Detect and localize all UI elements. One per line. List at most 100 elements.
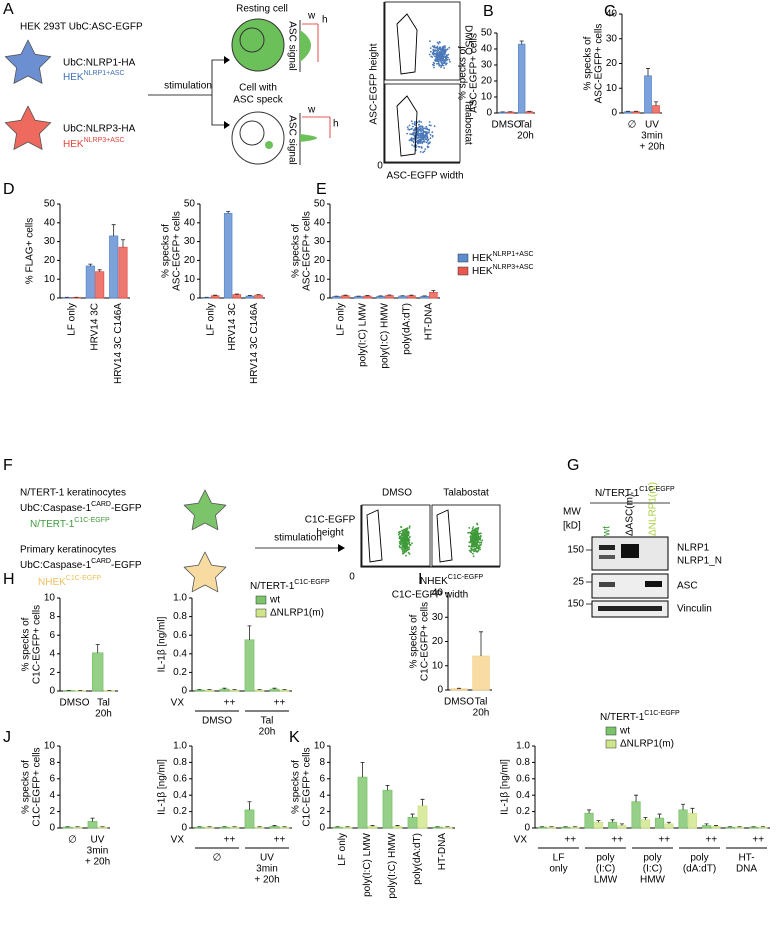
- bar: [341, 295, 350, 299]
- flow-event: [446, 55, 449, 57]
- y-tick-label: 0.8: [173, 611, 187, 622]
- y-axis-label: % specks of: [21, 617, 32, 671]
- flow-event: [472, 526, 475, 528]
- x-tick-label: Tal: [519, 120, 532, 131]
- flow-event: [429, 47, 432, 49]
- flow-event: [443, 45, 445, 48]
- flow-event: [443, 60, 446, 62]
- bar: [229, 826, 240, 829]
- x-tick-label: ∅: [628, 120, 637, 131]
- panel-letter: K: [289, 729, 300, 746]
- x-tick-label: 3min: [641, 131, 663, 142]
- y-axis-label: % specks of: [291, 760, 302, 814]
- bar: [269, 688, 280, 692]
- band: [645, 581, 662, 587]
- flow-event: [406, 535, 409, 538]
- x-tick-label: 20h: [517, 131, 534, 142]
- legend-title-part: C1C-EGFP: [294, 579, 330, 586]
- flow-event: [438, 41, 441, 43]
- flow-event: [474, 541, 477, 544]
- bar: [725, 826, 735, 829]
- flow-event: [420, 121, 422, 123]
- bar: [85, 265, 95, 299]
- flow-event: [406, 132, 409, 135]
- x-tick-label: ++: [611, 835, 623, 846]
- error-bar: [410, 813, 415, 818]
- flow-event: [405, 541, 408, 544]
- y-tick-label: 0.4: [173, 790, 187, 801]
- error-bar: [226, 211, 231, 214]
- band: [599, 545, 615, 550]
- flow-event: [399, 530, 402, 533]
- bar: [367, 825, 378, 829]
- error-bar: [681, 803, 686, 810]
- flow-event: [407, 530, 409, 533]
- signal-label: ASC signal: [286, 21, 297, 70]
- bar: [584, 812, 594, 829]
- bar: [537, 826, 547, 829]
- flow-event: [473, 528, 476, 531]
- bar: [632, 111, 640, 114]
- y-tick-label: 0.6: [173, 773, 187, 784]
- y-tick-label: 10: [184, 274, 196, 285]
- y-tick-label: 10: [44, 274, 56, 285]
- panel-letter: C: [604, 3, 616, 20]
- bar: [92, 652, 104, 692]
- flow-event: [421, 142, 424, 145]
- flow-event: [436, 62, 438, 65]
- bar: [95, 271, 105, 299]
- flow-event: [442, 51, 444, 53]
- error-bar: [657, 813, 662, 819]
- error-bar: [121, 239, 125, 248]
- y-tick-label: 10: [44, 593, 56, 604]
- bar: [429, 291, 438, 299]
- flow-event: [418, 140, 421, 143]
- axis: [496, 33, 535, 114]
- flow-event: [401, 549, 404, 551]
- nucleus: [239, 27, 265, 53]
- measure-label: w: [307, 11, 316, 22]
- bar: [332, 826, 343, 829]
- y-tick-label: 4: [49, 790, 55, 801]
- x-tick-label: ++: [564, 835, 576, 846]
- flow-event: [429, 137, 432, 140]
- flow-event: [439, 57, 441, 60]
- flow-event: [479, 544, 481, 547]
- arrow-label: stimulation: [274, 533, 322, 544]
- flow-event: [470, 532, 472, 535]
- error-bar: [646, 68, 650, 76]
- flow-condition: DMSO: [462, 25, 473, 55]
- x-tick-label: ++: [224, 835, 236, 846]
- y-tick-label: 40: [432, 588, 444, 599]
- x-tick-label: ++: [658, 835, 670, 846]
- flow-event: [435, 46, 438, 49]
- error-bar: [634, 794, 639, 802]
- flow-event: [475, 545, 478, 548]
- error-bar: [247, 801, 252, 810]
- y-axis-label: IL-1β [ng/ml]: [157, 616, 168, 672]
- y-axis-label: ASC-EGFP+ cells: [302, 211, 313, 291]
- flow-event: [437, 60, 440, 63]
- error-bar: [88, 263, 93, 267]
- legend-title-part: N/TERT-1: [600, 712, 645, 723]
- y-tick-label: 8: [49, 757, 55, 768]
- bar: [701, 825, 712, 829]
- flow-event: [443, 67, 446, 69]
- y-tick-label: 30: [314, 236, 326, 247]
- y-tick-label: 0: [611, 108, 617, 119]
- flow-event: [472, 552, 474, 555]
- lane-label: ΔASC(m): [625, 494, 636, 536]
- band: [598, 606, 662, 611]
- bar: [376, 295, 385, 299]
- cell-shape: [4, 39, 52, 84]
- group-label: poly: [690, 853, 708, 864]
- measure: [302, 23, 331, 138]
- bar: [525, 111, 533, 114]
- bar: [506, 111, 514, 114]
- bar: [244, 639, 255, 692]
- flow-event: [413, 129, 416, 132]
- flow-event: [417, 136, 420, 139]
- y-tick-label: 10: [44, 741, 56, 752]
- signal-label: ASC signal: [286, 115, 297, 164]
- y-tick-label: 0: [49, 823, 55, 834]
